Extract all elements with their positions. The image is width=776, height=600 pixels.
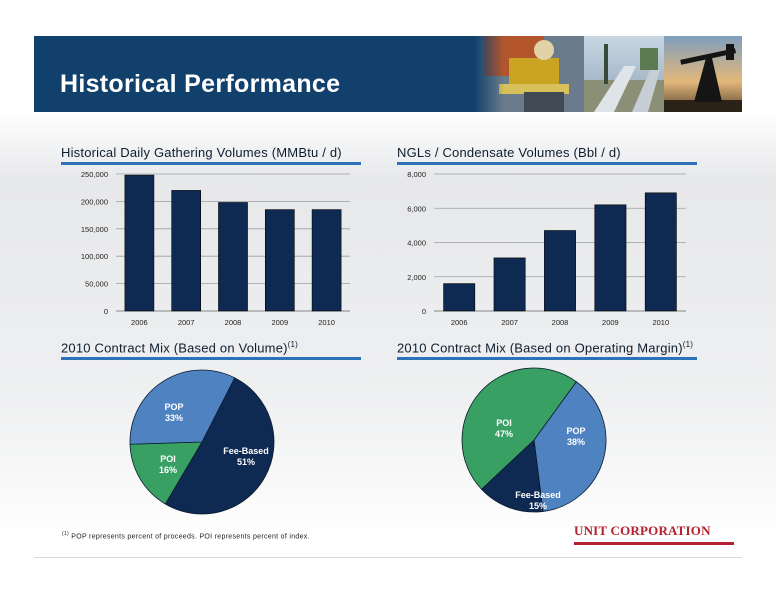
ngl-bar-2010 <box>644 192 677 312</box>
gathering-ytick-label: 250,000 <box>81 170 108 179</box>
gathering-ytick-label: 0 <box>104 307 108 316</box>
gathering-bar-2006 <box>124 174 155 312</box>
margin-slice-value: 38% <box>567 437 585 447</box>
gathering-xtick-label: 2007 <box>178 318 195 327</box>
margin-slice-value: 15% <box>529 501 547 511</box>
margin-slice-value: 47% <box>495 429 513 439</box>
gathering-bar-2010 <box>311 209 342 312</box>
ngl-ytick-label: 4,000 <box>407 239 426 248</box>
volume-mix-title-text: 2010 Contract Mix (Based on Volume) <box>61 340 288 356</box>
volume-slice-value: 33% <box>165 413 183 423</box>
ngl-xtick-label: 2008 <box>552 318 569 327</box>
gathering-ytick-label: 150,000 <box>81 225 108 234</box>
page-title: Historical Performance <box>60 70 341 98</box>
volume-slice-fee-based <box>164 377 275 515</box>
volume-slice-value: 51% <box>237 457 255 467</box>
volume-mix-title: 2010 Contract Mix (Based on Volume)(1) <box>61 340 298 355</box>
gathering-title-rule <box>61 162 361 165</box>
ngl-xtick-label: 2006 <box>451 318 468 327</box>
unit-corporation-logo: UNIT CORPORATION <box>574 523 734 545</box>
footnote: (1) POP represents percent of proceeds. … <box>62 531 310 540</box>
volume-mix-footnote-marker: (1) <box>287 340 299 349</box>
ngl-bar-2008 <box>544 230 576 312</box>
volume-slice-poi <box>129 441 203 505</box>
ngl-ytick-label: 6,000 <box>407 204 426 213</box>
gathering-bar-2008 <box>218 202 248 312</box>
ngl-chart-title: NGLs / Condensate Volumes (Bbl / d) <box>397 145 621 160</box>
ngl-xtick-label: 2009 <box>602 318 619 327</box>
logo-underline <box>574 542 734 545</box>
ngl-bar-2006 <box>443 283 476 312</box>
footnote-text: POP represents percent of proceeds. POI … <box>69 533 310 541</box>
ngl-xtick-label: 2007 <box>501 318 518 327</box>
volume-slice-label: POP <box>164 402 183 412</box>
volume-slice-value: 16% <box>159 465 177 475</box>
margin-mix-title-text: 2010 Contract Mix (Based on Operating Ma… <box>397 340 683 356</box>
gathering-ytick-label: 100,000 <box>81 252 108 261</box>
ngl-bar-chart: 0 2,000 4,000 6,000 8,000 2006 2007 2008 2009 201… <box>407 170 686 327</box>
gathering-ytick-label: 200,000 <box>81 197 108 206</box>
gathering-bar-2007 <box>171 190 202 312</box>
margin-slice-fee-based <box>480 439 544 513</box>
gathering-xtick-label: 2009 <box>271 318 288 327</box>
margin-mix-rule <box>397 357 697 360</box>
footnote-marker: (1) <box>62 531 70 537</box>
ngl-bar-2007 <box>493 257 526 312</box>
header-photo-strip <box>474 36 742 112</box>
logo-text: UNIT CORPORATION <box>574 523 711 538</box>
margin-slice-label: POP <box>566 426 585 436</box>
ngl-ytick-label: 2,000 <box>407 273 426 282</box>
ngl-bar-2009 <box>594 204 627 312</box>
gathering-ytick-label: 50,000 <box>85 280 108 289</box>
volume-slice-pop <box>129 369 236 445</box>
margin-slice-poi <box>461 367 577 490</box>
ngl-title-rule <box>397 162 697 165</box>
gathering-chart-title: Historical Daily Gathering Volumes (MMBt… <box>61 145 342 160</box>
margin-slice-label: Fee-Based <box>515 490 561 500</box>
volume-mix-rule <box>61 357 361 360</box>
volume-slice-label: Fee-Based <box>223 446 269 456</box>
gathering-xtick-label: 2010 <box>318 318 335 327</box>
ngl-ytick-label: 0 <box>422 307 426 316</box>
ngl-ytick-label: 8,000 <box>407 170 426 179</box>
margin-slice-pop <box>533 381 607 512</box>
gathering-xtick-label: 2006 <box>131 318 148 327</box>
footer-divider <box>34 557 742 558</box>
margin-slice-label: POI <box>496 418 512 428</box>
margin-mix-title: 2010 Contract Mix (Based on Operating Ma… <box>397 340 693 355</box>
gathering-xtick-label: 2008 <box>225 318 242 327</box>
ngl-xtick-label: 2010 <box>652 318 669 327</box>
gathering-bar-chart: 0 50,000 100,000 150,000 200,000 250,000 2006 2… <box>81 170 350 327</box>
title-banner: Historical Performance <box>34 36 742 112</box>
volume-slice-label: POI <box>160 454 176 464</box>
margin-mix-footnote-marker: (1) <box>682 340 694 349</box>
gathering-bar-2009 <box>264 209 295 312</box>
